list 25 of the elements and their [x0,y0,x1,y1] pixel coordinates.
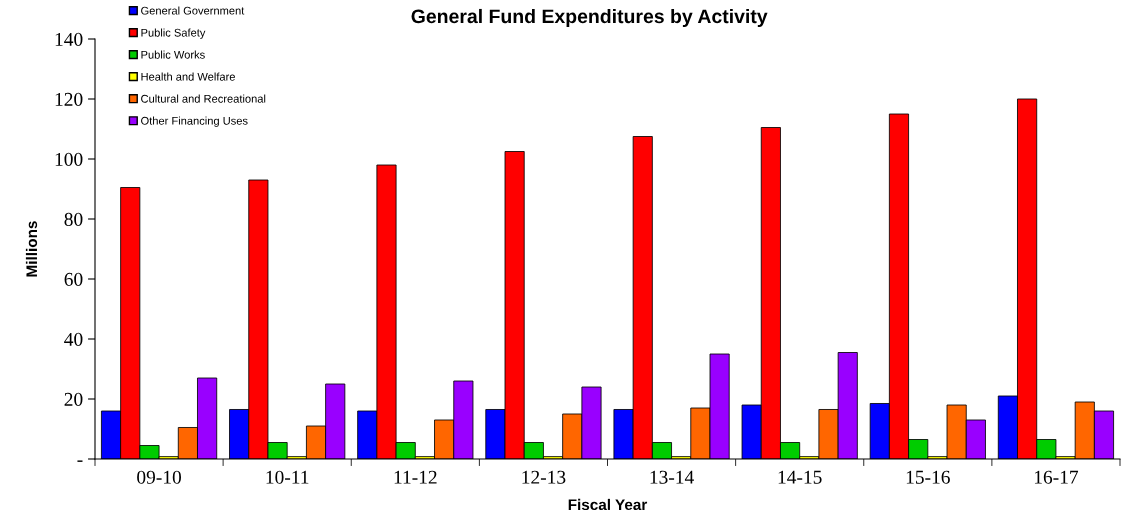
x-tick-label: 13-14 [650,470,694,484]
y-tick-label: 140 [55,32,83,46]
y-tick-label: 40 [64,332,83,346]
legend-label: General Government [141,6,245,15]
x-tick-label: 10-11 [266,470,309,484]
x-tick-label: 15-16 [906,470,950,484]
y-axis-title: Millions [25,221,38,277]
x-axis-title: Fiscal Year [568,498,648,511]
legend-label: Health and Welfare [141,72,235,81]
y-tick-label: 60 [64,272,83,286]
y-tick-label: 80 [64,212,83,226]
chart-title: General Fund Expenditures by Activity [411,8,768,28]
x-tick-label: 11-12 [394,470,437,484]
x-tick-label: 12-13 [522,470,566,484]
x-tick-label: 09-10 [137,470,181,484]
legend-label: Other Financing Uses [141,116,248,127]
y-tick-label: - [77,460,83,462]
legend-label: Public Works [141,50,205,59]
x-tick-label: 16-17 [1034,470,1079,484]
legend-label: Public Safety [141,28,206,39]
y-tick-label: 20 [64,392,83,406]
legend-label: Cultural and Recreational [141,94,266,103]
x-tick-label: 14-15 [778,470,822,484]
y-tick-label: 100 [55,152,83,166]
y-tick-label: 120 [55,92,83,106]
